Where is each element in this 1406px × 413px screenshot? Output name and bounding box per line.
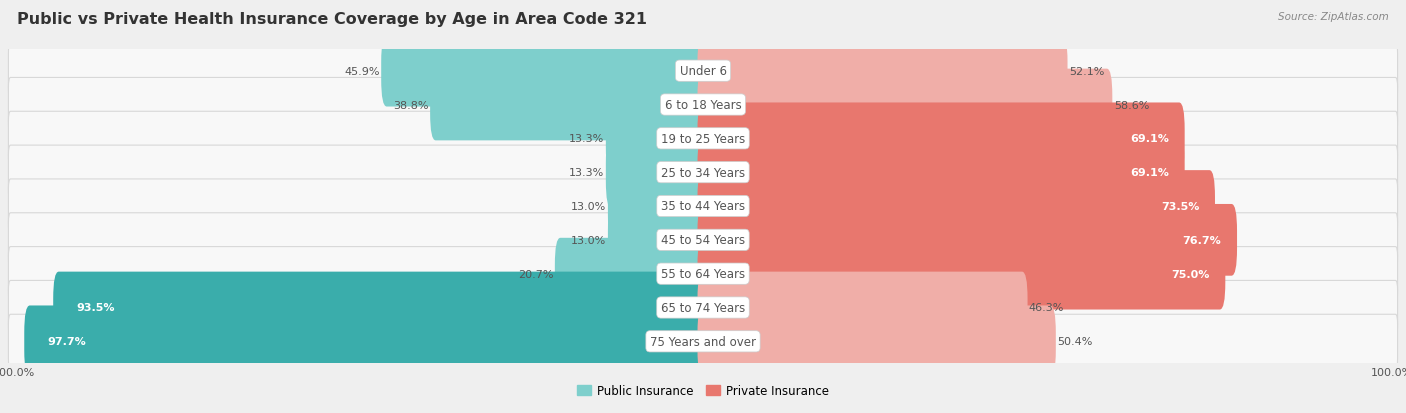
FancyBboxPatch shape [606,137,709,209]
Text: 65 to 74 Years: 65 to 74 Years [661,301,745,314]
Legend: Public Insurance, Private Insurance: Public Insurance, Private Insurance [572,379,834,401]
Text: 75 Years and over: 75 Years and over [650,335,756,348]
Text: 45.9%: 45.9% [344,66,380,76]
Text: Source: ZipAtlas.com: Source: ZipAtlas.com [1278,12,1389,22]
Text: 13.3%: 13.3% [569,134,605,144]
Text: 13.0%: 13.0% [571,235,606,245]
Text: 58.6%: 58.6% [1114,100,1149,110]
Text: 19 to 25 Years: 19 to 25 Years [661,133,745,145]
FancyBboxPatch shape [8,180,1398,233]
Text: 46.3%: 46.3% [1029,303,1064,313]
FancyBboxPatch shape [697,137,1185,209]
FancyBboxPatch shape [8,213,1398,267]
Text: 97.7%: 97.7% [46,337,86,347]
Text: 93.5%: 93.5% [76,303,114,313]
Text: 55 to 64 Years: 55 to 64 Years [661,268,745,280]
Text: 75.0%: 75.0% [1171,269,1209,279]
Text: 6 to 18 Years: 6 to 18 Years [665,99,741,112]
FancyBboxPatch shape [8,281,1398,335]
FancyBboxPatch shape [8,247,1398,301]
FancyBboxPatch shape [697,204,1237,276]
FancyBboxPatch shape [697,238,1225,310]
Text: 25 to 34 Years: 25 to 34 Years [661,166,745,179]
FancyBboxPatch shape [697,103,1185,175]
Text: 73.5%: 73.5% [1161,202,1199,211]
FancyBboxPatch shape [697,69,1112,141]
FancyBboxPatch shape [53,272,709,344]
Text: 20.7%: 20.7% [517,269,554,279]
FancyBboxPatch shape [8,78,1398,132]
Text: 13.3%: 13.3% [569,168,605,178]
Text: Public vs Private Health Insurance Coverage by Age in Area Code 321: Public vs Private Health Insurance Cover… [17,12,647,27]
Text: 50.4%: 50.4% [1057,337,1092,347]
Text: 69.1%: 69.1% [1130,134,1168,144]
FancyBboxPatch shape [8,146,1398,200]
FancyBboxPatch shape [8,45,1398,98]
Text: Under 6: Under 6 [679,65,727,78]
FancyBboxPatch shape [24,306,709,377]
FancyBboxPatch shape [697,306,1056,377]
Text: 35 to 44 Years: 35 to 44 Years [661,200,745,213]
FancyBboxPatch shape [697,36,1067,107]
FancyBboxPatch shape [430,69,709,141]
FancyBboxPatch shape [8,315,1398,368]
FancyBboxPatch shape [381,36,709,107]
FancyBboxPatch shape [697,272,1028,344]
FancyBboxPatch shape [607,171,709,242]
Text: 52.1%: 52.1% [1069,66,1104,76]
Text: 38.8%: 38.8% [394,100,429,110]
Text: 69.1%: 69.1% [1130,168,1168,178]
FancyBboxPatch shape [606,103,709,175]
FancyBboxPatch shape [697,171,1215,242]
FancyBboxPatch shape [607,204,709,276]
Text: 13.0%: 13.0% [571,202,606,211]
FancyBboxPatch shape [8,112,1398,166]
Text: 45 to 54 Years: 45 to 54 Years [661,234,745,247]
Text: 76.7%: 76.7% [1182,235,1222,245]
FancyBboxPatch shape [555,238,709,310]
